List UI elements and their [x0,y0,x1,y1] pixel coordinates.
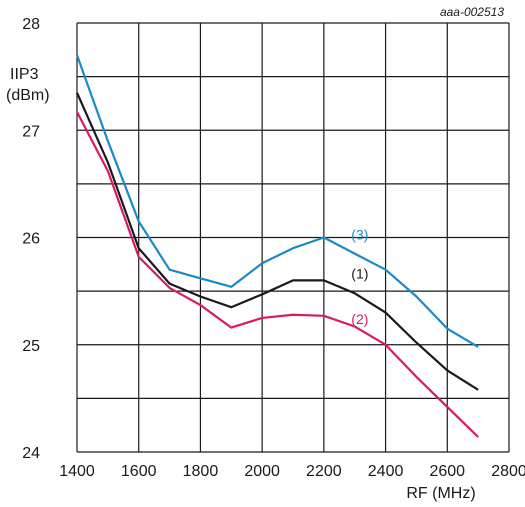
series-line-3 [75,54,479,348]
series-label-2: (2) [351,311,368,327]
x-tick-2000: 2000 [244,463,280,480]
x-tick-1400: 1400 [59,463,95,480]
y-tick-24: 24 [22,445,40,462]
x-tick-2600: 2600 [429,463,465,480]
y-axis-title-line1: IIP3 [10,66,39,83]
figure-id: aaa-002513 [440,5,504,19]
series-labels: (3) (1) (2) [351,227,368,327]
x-axis-title: RF (MHz) [406,485,475,502]
tick-labels: 1400 1600 1800 2000 2200 2400 2600 2800 24 25 26 27… [22,16,525,480]
series-line-1 [75,92,479,391]
x-tick-2400: 2400 [368,463,404,480]
y-tick-27: 27 [22,123,40,140]
grid [76,22,510,453]
series-line-2 [76,111,479,438]
x-tick-2800: 2800 [491,463,525,480]
y-axis-title-line2: (dBm) [6,87,50,104]
y-tick-25: 25 [22,338,40,355]
x-tick-2200: 2200 [306,463,342,480]
series-label-3: (3) [351,227,368,243]
x-tick-1800: 1800 [183,463,219,480]
series-label-1: (1) [351,265,368,281]
series-layer [75,54,479,438]
y-tick-26: 26 [22,231,40,248]
x-tick-1600: 1600 [121,463,157,480]
y-tick-28: 28 [22,16,40,33]
